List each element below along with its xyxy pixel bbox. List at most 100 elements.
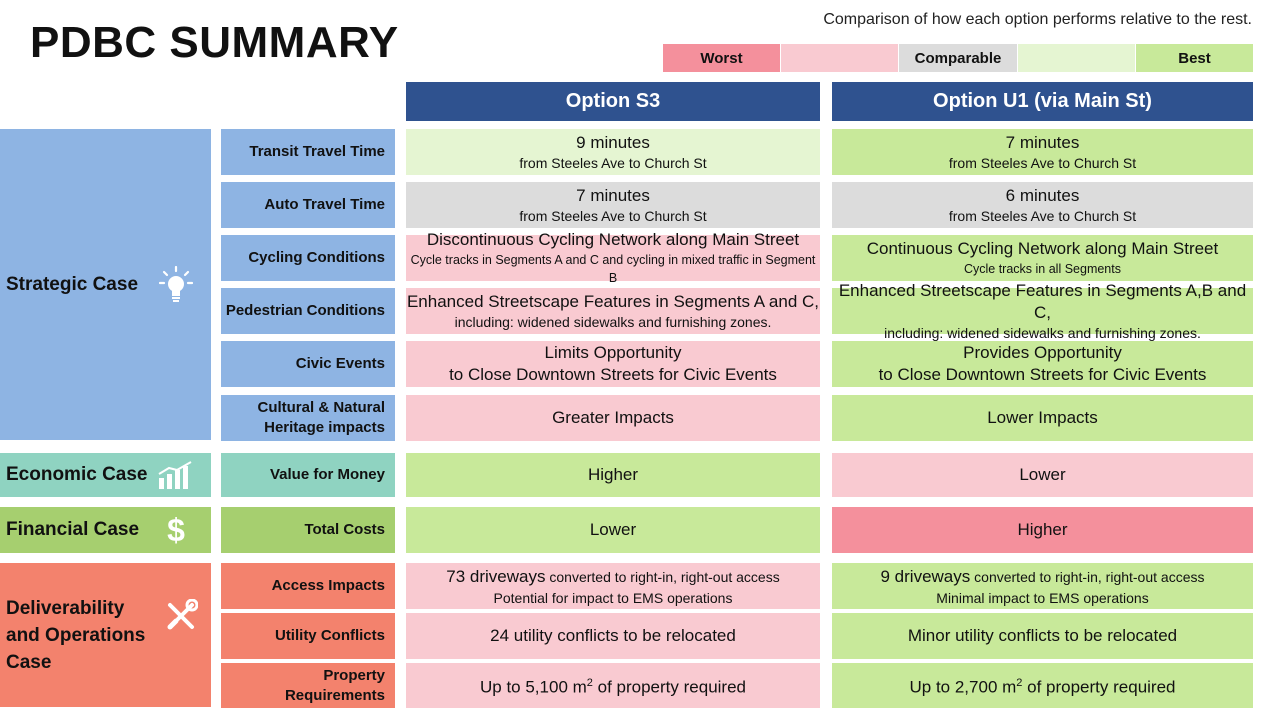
cell-main-text: Lower [589,520,637,539]
financial-case-label: Financial Case [6,519,140,540]
s3-transit-travel-time-cell: 9 minutes from Steeles Ave to Church St [406,129,820,175]
deliverability-case: Deliverability and Operations Case [0,563,211,707]
cell-main-text: Provides Opportunity [963,343,1122,362]
cell-main-text: 9 driveways [880,566,971,586]
u1-access-impacts-cell: 9 driveways converted to right-in, right… [832,563,1253,609]
cell-main-line: Up to 2,700 m2 of property required [910,672,1176,699]
cell-main-suffix: of property required [592,677,746,697]
cell-main-text: Limits Opportunity [544,343,682,362]
cell-main-text: Greater Impacts [552,408,674,427]
cell-main-text: Lower Impacts [987,408,1098,427]
economic-case-label: Economic Case [6,464,148,485]
cell-main-text: Higher [587,465,639,484]
s3-pedestrian-conditions-cell: Enhanced Streetscape Features in Segment… [406,288,820,334]
option-s3-header: Option S3 [406,82,820,121]
cell-sub-text: including: widened sidewalks and furnish… [884,325,1201,341]
cell-main-text: Up to 5,100 m [480,677,587,697]
cell-main-text: Higher [1017,520,1068,539]
cell-sub-text: from Steeles Ave to Church St [519,155,707,171]
s3-auto-travel-time-cell: 7 minutes from Steeles Ave to Church St [406,182,820,228]
criterion-value-for-money: Value for Money [221,453,395,497]
cell-sub-text: from Steeles Ave to Church St [948,155,1137,171]
cell-main-line: Up to 5,100 m2 of property required [480,672,746,699]
cell-main-text: Minor utility conflicts to be relocated [907,626,1178,645]
cell-main-suffix: converted to right-in, right-out access [970,568,1205,585]
cell-main-text: 6 minutes [1005,186,1080,205]
criterion-transit-travel-time: Transit Travel Time [221,129,395,175]
u1-civic-events-cell: Provides Opportunity to Close Downtown S… [832,341,1253,387]
criterion-utility-conflicts: Utility Conflicts [221,613,395,659]
economic-case: Economic Case [0,453,211,497]
cell-main-text: Discontinuous Cycling Network along Main… [426,230,800,249]
u1-value-for-money-cell: Lower [832,453,1253,497]
cell-sub-text: Cycle tracks in all Segments [963,262,1121,276]
superscript: 2 [586,677,593,690]
option-u1-header: Option U1 (via Main St) [832,82,1253,121]
u1-transit-travel-time-cell: 7 minutes from Steeles Ave to Church St [832,129,1253,175]
u1-heritage-impacts-cell: Lower Impacts [832,395,1253,441]
u1-utility-conflicts-cell: Minor utility conflicts to be relocated [832,613,1253,659]
criterion-access-impacts: Access Impacts [221,563,395,609]
legend-caption: Comparison of how each option performs r… [823,11,1252,28]
legend-comparable: Comparable [899,44,1017,72]
bar-chart-icon [156,455,196,495]
cell-sub-text: from Steeles Ave to Church St [519,208,707,224]
cell-main-text: 7 minutes [1005,133,1080,152]
cell-main-text: 24 utility conflicts to be relocated [490,626,736,645]
cell-main-line: 73 driveways converted to right-in, righ… [446,566,779,589]
criterion-heritage-line1: Cultural & Natural [257,399,385,416]
legend-best: Best [1136,44,1253,72]
legend-worse-swatch [781,44,898,72]
strategic-case-label: Strategic Case [6,273,139,295]
cell-sub-text: including: widened sidewalks and furnish… [454,314,772,330]
s3-value-for-money-cell: Higher [406,453,820,497]
cell-main-text: Enhanced Streetscape Features in Segment… [406,292,820,311]
criterion-property-requirements: Property Requirements [221,663,395,708]
criterion-total-costs: Total Costs [221,507,395,553]
u1-property-requirements-cell: Up to 2,700 m2 of property required [832,663,1253,708]
criterion-auto-travel-time: Auto Travel Time [221,182,395,228]
strategic-case: Strategic Case [0,129,211,440]
cell-main-text: 7 minutes [576,186,650,205]
criterion-cultural-natural-heritage: Cultural & Natural Heritage impacts [221,395,395,441]
s3-property-requirements-cell: Up to 5,100 m2 of property required [406,663,820,708]
criterion-civic-events: Civic Events [221,341,395,387]
dollar-icon: $ [167,511,185,548]
cell-sub-text: from Steeles Ave to Church St [948,208,1137,224]
s3-cycling-conditions-cell: Discontinuous Cycling Network along Main… [406,230,820,285]
criterion-pedestrian-conditions: Pedestrian Conditions [221,288,395,334]
deliverability-case-label: Deliverability and Operations Case [6,597,146,673]
s3-utility-conflicts-cell: 24 utility conflicts to be relocated [406,613,820,659]
cell-main-text: Up to 2,700 m [909,677,1017,697]
cell-main-text: 73 driveways [446,566,546,586]
u1-total-costs-cell: Higher [832,507,1253,553]
criterion-cycling-conditions: Cycling Conditions [221,235,395,281]
financial-case: Financial Case $ [0,507,211,553]
superscript: 2 [1016,677,1023,690]
cell-main-text: Continuous Cycling Network along Main St… [866,239,1219,258]
s3-access-impacts-cell: 73 driveways converted to right-in, righ… [406,563,820,609]
u1-pedestrian-conditions-cell: Enhanced Streetscape Features in Segment… [832,281,1253,341]
tools-icon [161,596,201,636]
u1-auto-travel-time-cell: 6 minutes from Steeles Ave to Church St [832,182,1253,228]
s3-total-costs-cell: Lower [406,507,820,553]
cell-main-text-line2: to Close Downtown Streets for Civic Even… [449,365,777,384]
cell-sub-text: Potential for impact to EMS operations [493,589,733,606]
cell-main-text: Enhanced Streetscape Features in Segment… [838,281,1247,322]
cell-sub-text: Minimal impact to EMS operations [936,589,1149,606]
cell-main-text-line2: to Close Downtown Streets for Civic Even… [878,365,1207,384]
lightbulb-icon [156,265,196,305]
s3-heritage-impacts-cell: Greater Impacts [406,395,820,441]
legend-better-swatch [1018,44,1135,72]
legend-worst: Worst [663,44,780,72]
cell-sub-text: Cycle tracks in Segments A and C and cyc… [410,253,816,285]
cell-main-text: 9 minutes [576,133,650,152]
criterion-heritage-line2: Heritage impacts [264,419,385,436]
cell-main-suffix: converted to right-in, right-out access [545,568,780,585]
cell-main-text: Lower [1019,465,1066,484]
cell-main-suffix: of property required [1022,677,1176,697]
page-title: PDBC SUMMARY [30,18,399,67]
cell-main-line: 9 driveways converted to right-in, right… [881,566,1205,589]
u1-cycling-conditions-cell: Continuous Cycling Network along Main St… [832,235,1253,281]
s3-civic-events-cell: Limits Opportunity to Close Downtown Str… [406,341,820,387]
